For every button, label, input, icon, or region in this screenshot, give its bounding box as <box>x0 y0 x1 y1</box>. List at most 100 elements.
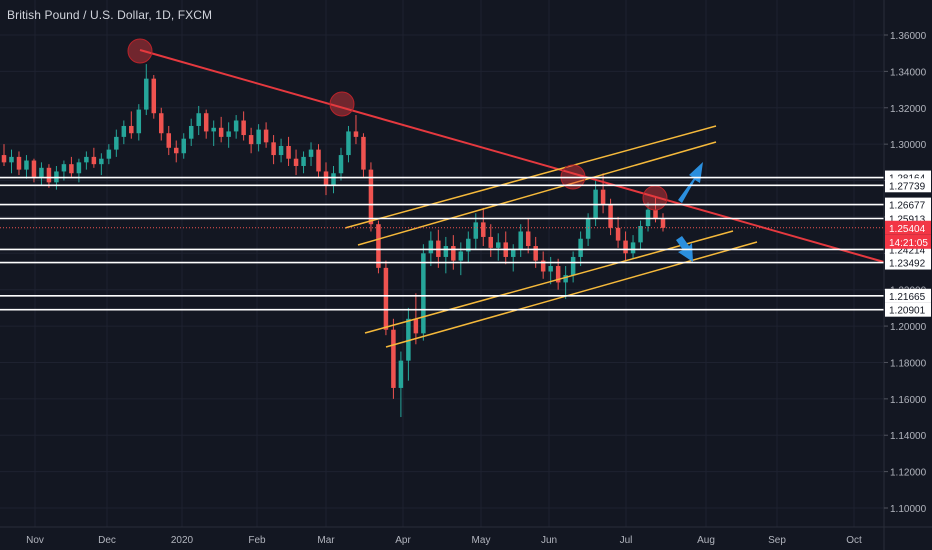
candle-body <box>323 171 329 186</box>
level-label-box[interactable] <box>885 178 931 193</box>
candle-body <box>151 78 157 114</box>
candle-body <box>278 145 284 156</box>
channel-lower-line-1[interactable] <box>364 230 734 334</box>
candle-body <box>24 160 29 170</box>
candle-body <box>144 78 149 110</box>
candle-body <box>585 218 591 239</box>
candle-body <box>99 158 104 165</box>
candle-body <box>218 127 224 137</box>
x-tick-label: 2020 <box>171 535 194 546</box>
candle-body <box>9 156 14 163</box>
candle-body <box>578 238 583 257</box>
x-tick-label: Oct <box>846 535 862 546</box>
x-tick-label: Mar <box>317 535 335 546</box>
candle-body <box>248 135 254 145</box>
candle-body <box>69 164 74 174</box>
candle-body <box>421 253 426 334</box>
candle-body <box>39 167 44 177</box>
y-tick-label: 1.20000 <box>890 322 927 333</box>
y-tick-label: 1.34000 <box>890 67 927 78</box>
level-label: 1.21665 <box>889 292 926 303</box>
candle-body <box>376 224 381 268</box>
candle-body <box>496 242 501 248</box>
candle-body <box>451 246 456 261</box>
candle-body <box>293 158 299 166</box>
candle-body <box>466 238 471 252</box>
candle-body <box>473 222 479 239</box>
candle-body <box>458 251 464 261</box>
candle-body <box>16 156 22 170</box>
candle-body <box>84 156 89 163</box>
candle-body <box>91 156 97 165</box>
candle-body <box>136 109 142 134</box>
candle-body <box>166 133 171 148</box>
candle-body <box>510 249 516 257</box>
candle-body <box>555 266 561 283</box>
candle-body <box>638 226 643 243</box>
y-tick-label: 1.14000 <box>890 431 927 442</box>
level-label: 1.24214 <box>889 245 926 256</box>
x-tick-label: Sep <box>768 535 786 546</box>
level-label-box[interactable] <box>885 255 931 270</box>
x-tick-label: Aug <box>697 535 715 546</box>
candle-body <box>481 222 486 237</box>
level-label-box[interactable] <box>885 197 931 212</box>
candle-body <box>129 125 134 134</box>
x-tick-label: Dec <box>98 535 116 546</box>
pivot-circle-dec[interactable] <box>127 38 153 64</box>
candle-body <box>653 209 658 219</box>
candle-body <box>563 275 568 283</box>
drawing-layer <box>127 38 885 348</box>
candle-body <box>398 360 404 388</box>
level-label: 1.27739 <box>889 181 926 192</box>
candle-body <box>46 167 52 183</box>
candle-body <box>660 218 666 228</box>
x-tick-label: Jul <box>620 535 633 546</box>
candle-body <box>256 129 261 145</box>
x-tick-label: Apr <box>395 535 411 546</box>
candle-body <box>368 169 374 225</box>
candle-body <box>548 266 553 272</box>
candle-body <box>533 246 538 261</box>
candle-body <box>428 240 434 254</box>
level-label-box[interactable] <box>885 288 931 303</box>
candle-body <box>121 125 127 137</box>
level-label-box[interactable] <box>885 302 931 317</box>
candle-body <box>406 318 411 361</box>
channel-lower-line-2[interactable] <box>385 241 758 348</box>
candle-body <box>241 120 246 136</box>
candle-body <box>211 127 216 132</box>
level-label: 1.23492 <box>889 259 926 270</box>
current-price-badge[interactable] <box>885 220 931 235</box>
candle-body <box>173 147 179 154</box>
candle-body <box>76 162 82 174</box>
y-tick-label: 1.36000 <box>890 31 927 42</box>
candle-body <box>383 267 389 330</box>
arrow-up-icon[interactable] <box>678 162 703 203</box>
candle-body <box>608 204 613 228</box>
candle-body <box>391 329 396 388</box>
candle-body <box>630 242 636 254</box>
candle-body <box>308 149 314 157</box>
red-trendline[interactable] <box>139 49 885 263</box>
x-tick-label: May <box>472 535 491 546</box>
y-tick-label: 1.16000 <box>890 395 927 406</box>
candle-body <box>488 236 494 248</box>
pivot-circle-mar[interactable] <box>329 91 355 117</box>
y-tick-label: 1.30000 <box>890 140 927 151</box>
candle-body <box>443 246 449 257</box>
countdown-badge[interactable] <box>885 234 931 249</box>
candle-body <box>346 131 351 156</box>
candle-body <box>525 231 531 247</box>
candle-body <box>600 189 606 205</box>
candle-body <box>233 120 239 132</box>
candle-body <box>114 136 119 150</box>
current-price-label: 1.25404 <box>889 224 926 235</box>
pivot-circle-jul[interactable] <box>642 185 668 211</box>
candle-body <box>61 164 67 172</box>
candle-body <box>188 125 194 139</box>
y-tick-label: 1.18000 <box>890 358 927 369</box>
candle-body <box>518 231 523 250</box>
